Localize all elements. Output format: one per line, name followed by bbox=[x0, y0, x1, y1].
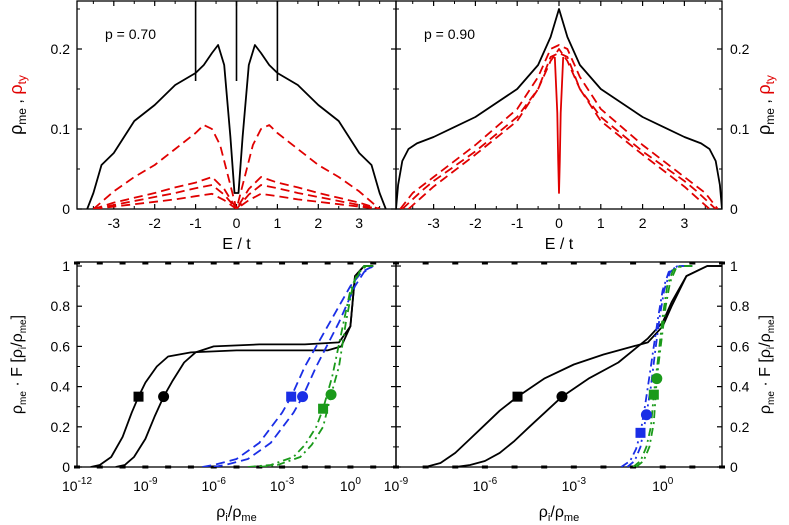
panel-annotation: p = 0.70 bbox=[105, 26, 156, 42]
y-tick-label: 1 bbox=[730, 258, 738, 274]
y-axis-label: ρme , ρty bbox=[6, 75, 29, 135]
square-marker bbox=[635, 427, 646, 438]
panel-bottom-left: 10-12 10-9 10-6 10-3 100 0 0.2 0.4 0.6 0.8 1 ρi/ρme… bbox=[9, 258, 399, 524]
y-axis-label: ρme · F [ρi/ρme] bbox=[9, 315, 29, 414]
series-line-black-0 bbox=[86, 44, 387, 209]
x-tick-label: 10-3 bbox=[270, 476, 295, 494]
square-marker bbox=[512, 391, 523, 402]
y-tick-label: 0.6 bbox=[730, 338, 750, 354]
x-tick-label: 100 bbox=[340, 476, 362, 494]
y-tick-label: 0.8 bbox=[51, 298, 71, 314]
circle-marker bbox=[325, 389, 337, 401]
series-line-black-0 bbox=[396, 8, 722, 209]
y-tick-label: 0 bbox=[730, 201, 738, 217]
square-marker bbox=[648, 389, 659, 400]
series-line-red-1 bbox=[92, 124, 381, 209]
circle-marker bbox=[556, 391, 568, 403]
plot-frame bbox=[76, 261, 397, 468]
x-tick-label: 0 bbox=[233, 215, 241, 231]
y-tick-label: 0.1 bbox=[51, 121, 71, 137]
y-tick-label: 0.2 bbox=[730, 419, 750, 435]
series-line-black-1 bbox=[455, 265, 722, 467]
x-tick-label: 3 bbox=[355, 215, 363, 231]
plot-frame bbox=[395, 261, 723, 468]
series-line-green-4 bbox=[247, 265, 374, 467]
x-tick-label: -3 bbox=[108, 215, 121, 231]
x-tick-label: 1 bbox=[597, 215, 605, 231]
panel-annotation: p = 0.90 bbox=[424, 26, 475, 42]
series-line-red-3 bbox=[93, 184, 380, 209]
x-axis-label: E / t bbox=[545, 236, 574, 253]
series-line-blue-2 bbox=[202, 265, 374, 467]
circle-marker bbox=[640, 409, 652, 421]
x-tick-label: 10-9 bbox=[384, 476, 409, 494]
square-marker bbox=[318, 403, 329, 414]
data-layer bbox=[425, 265, 722, 467]
y-tick-label: 0.1 bbox=[730, 121, 750, 137]
square-marker bbox=[133, 391, 144, 402]
circle-marker bbox=[651, 373, 663, 385]
series-line-red-2 bbox=[93, 176, 380, 209]
series-line-red-2 bbox=[401, 48, 717, 209]
x-tick-label: -1 bbox=[511, 215, 524, 231]
series-line-red-1 bbox=[399, 44, 719, 209]
series-line-green-4 bbox=[632, 265, 693, 467]
x-tick-label: 2 bbox=[314, 215, 322, 231]
series-line-black-0 bbox=[425, 265, 722, 467]
y-tick-label: 0.2 bbox=[730, 41, 750, 57]
y-tick-label: 0.2 bbox=[51, 419, 71, 435]
y-tick-label: 0 bbox=[62, 201, 70, 217]
series-line-black-1 bbox=[115, 265, 374, 467]
series-line-black-0 bbox=[90, 265, 374, 467]
x-axis-label: E / t bbox=[222, 236, 251, 253]
y-tick-label: 1 bbox=[62, 258, 70, 274]
y-tick-label: 0.6 bbox=[51, 338, 71, 354]
series-line-red-3 bbox=[407, 52, 711, 209]
x-tick-label: 0 bbox=[555, 215, 563, 231]
x-axis-label: ρi/ρme bbox=[539, 504, 579, 524]
y-tick-label: 0.2 bbox=[51, 41, 71, 57]
y-axis-label: ρme , ρty bbox=[754, 75, 777, 135]
y-tick-label: 0.4 bbox=[51, 379, 71, 395]
y-tick-label: 0.4 bbox=[730, 379, 750, 395]
x-tick-label: 10-6 bbox=[473, 476, 498, 494]
panel-bottom-right: 10-9 10-6 10-3 100 0 0.2 0.4 0.6 0.8 1 ρi/ρme ρme ·… bbox=[384, 258, 777, 524]
x-tick-label: -3 bbox=[427, 215, 440, 231]
x-tick-label: 10-9 bbox=[133, 476, 158, 494]
series-line-red-4 bbox=[553, 56, 565, 194]
x-tick-label: -2 bbox=[148, 215, 161, 231]
data-layer bbox=[396, 8, 722, 209]
y-tick-label: 0 bbox=[62, 459, 70, 475]
data-layer bbox=[90, 265, 374, 467]
x-tick-label: 10-3 bbox=[562, 476, 587, 494]
x-tick-label: 100 bbox=[652, 476, 674, 494]
series-line-green-5 bbox=[259, 265, 374, 467]
square-marker bbox=[286, 391, 297, 402]
x-tick-label: 10-6 bbox=[201, 476, 226, 494]
x-tick-label: -1 bbox=[189, 215, 202, 231]
x-axis-label: ρi/ρme bbox=[216, 504, 256, 524]
circle-marker bbox=[158, 391, 170, 403]
circle-marker bbox=[297, 391, 309, 403]
x-tick-label: 10-12 bbox=[62, 476, 92, 494]
x-tick-label: 3 bbox=[680, 215, 688, 231]
series-line-green-5 bbox=[635, 265, 693, 467]
y-tick-label: 0.8 bbox=[730, 298, 750, 314]
data-layer bbox=[86, 1, 387, 209]
panel-top-right: -3 -2 -1 0 1 2 3 0 0.1 0.2 p = 0.90 E / t ρme , ρty bbox=[395, 0, 777, 253]
panel-top-left: -3 -2 -1 0 1 2 3 0 0.1 0.2 p = 0.70 E / t ρme , ρty bbox=[6, 0, 397, 253]
x-tick-label: 1 bbox=[273, 215, 281, 231]
y-axis-label: ρme · F [ρi/ρme] bbox=[757, 315, 777, 414]
x-tick-label: 2 bbox=[639, 215, 647, 231]
series-line-red-4 bbox=[93, 192, 380, 209]
y-tick-label: 0 bbox=[730, 459, 738, 475]
series-line-blue-2 bbox=[620, 265, 693, 467]
x-tick-label: -2 bbox=[469, 215, 482, 231]
